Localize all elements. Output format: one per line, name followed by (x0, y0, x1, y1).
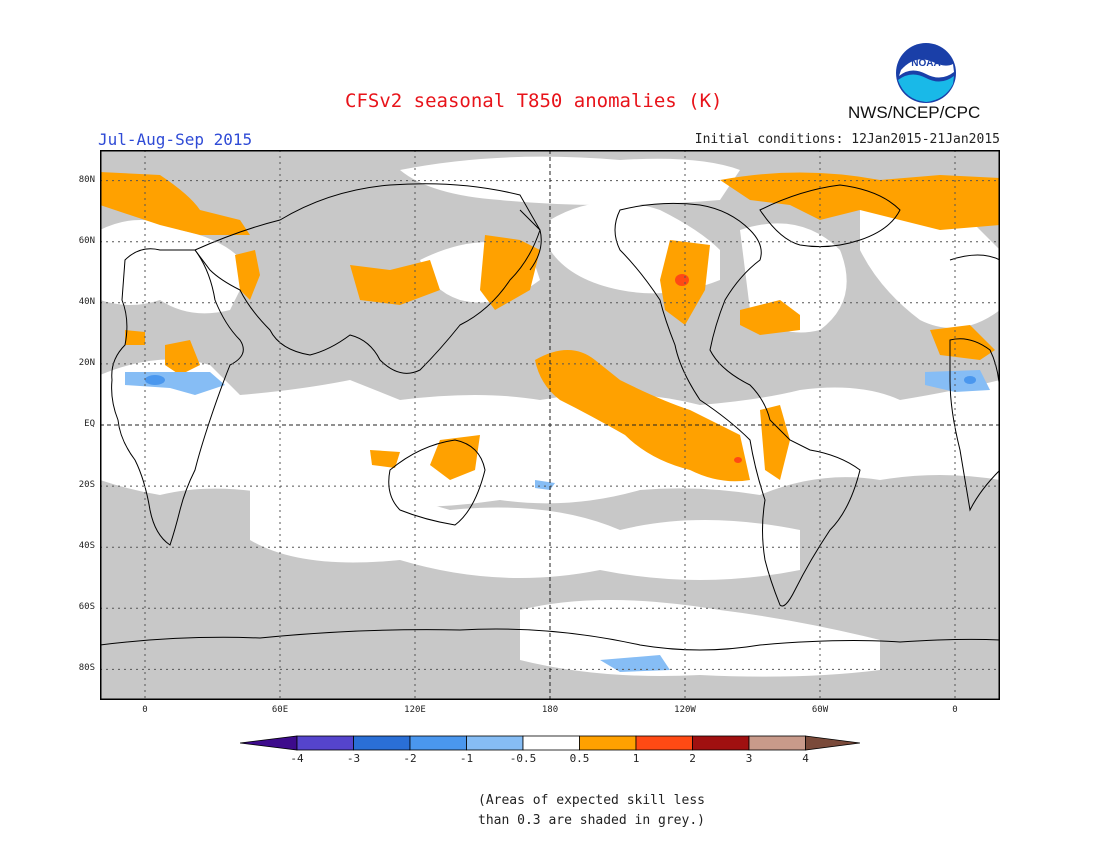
lat-label: 80S (78, 663, 95, 674)
colorbar-segment (748, 735, 806, 751)
colorbar-label: 1 (632, 752, 640, 765)
lat-label: 60N (78, 235, 95, 246)
colorbar-label: -0.5 (509, 752, 537, 765)
map-frame (100, 150, 1000, 700)
cold-anomaly-spots (145, 375, 976, 385)
coastlines (100, 183, 1000, 651)
colorbar-segment (466, 735, 524, 751)
lon-label: 60E (271, 705, 289, 715)
colorbar (240, 735, 860, 751)
logo-text: NOAA (911, 58, 940, 69)
positive-anomaly-regions (100, 172, 1000, 482)
colorbar-left-arrow (240, 735, 298, 751)
colorbar-label: -2 (403, 752, 417, 765)
lat-label: 40N (78, 296, 95, 307)
lon-label: 0 (952, 705, 958, 715)
colorbar-segment (409, 735, 467, 751)
noaa-logo-icon: NOAA (896, 43, 956, 103)
colorbar-label: 0.5 (569, 752, 590, 765)
lat-label: 60S (78, 602, 95, 613)
map-title: CFSv2 seasonal T850 anomalies (K) (345, 90, 723, 112)
lat-label: 40S (78, 541, 95, 552)
lon-label: 120E (404, 705, 426, 715)
colorbar-label: -3 (346, 752, 361, 765)
colorbar-label: -4 (290, 752, 304, 765)
emphasized-gridlines (100, 150, 1000, 700)
skill-note: (Areas of expected skill less than 0.3 a… (478, 791, 705, 831)
lon-label: 0 (142, 705, 148, 715)
negative-anomaly-regions (125, 370, 990, 672)
colorbar-segment (522, 735, 580, 751)
skill-note-line-1: (Areas of expected skill less (478, 793, 705, 808)
anomaly-map (100, 150, 1000, 700)
colorbar-segment (296, 735, 354, 751)
lat-lon-gridlines (100, 150, 1000, 700)
colorbar-segment (692, 735, 750, 751)
lon-label: 180 (541, 705, 559, 715)
colorbar-segment (635, 735, 693, 751)
colorbar-label: -1 (459, 752, 474, 765)
lon-label: 60W (811, 705, 829, 715)
colorbar-label: 3 (745, 752, 753, 765)
colorbar-segment (353, 735, 411, 751)
skill-note-line-2: than 0.3 are shaded in grey.) (478, 813, 705, 828)
lat-label: 20N (78, 357, 95, 368)
lat-label: EQ (84, 419, 95, 429)
lat-label: 20S (78, 480, 95, 491)
colorbar-right-arrow (805, 735, 860, 751)
colorbar-segment (579, 735, 637, 751)
colorbar-label: 4 (802, 752, 809, 765)
agency-label: NWS/NCEP/CPC (848, 103, 981, 122)
season-label: Jul-Aug-Sep 2015 (98, 130, 253, 149)
lat-label: 80N (78, 174, 95, 185)
colorbar-label: 2 (689, 752, 696, 765)
initial-conditions: Initial conditions: 12Jan2015-21Jan2015 (694, 132, 1000, 147)
lon-label: 120W (674, 705, 696, 715)
